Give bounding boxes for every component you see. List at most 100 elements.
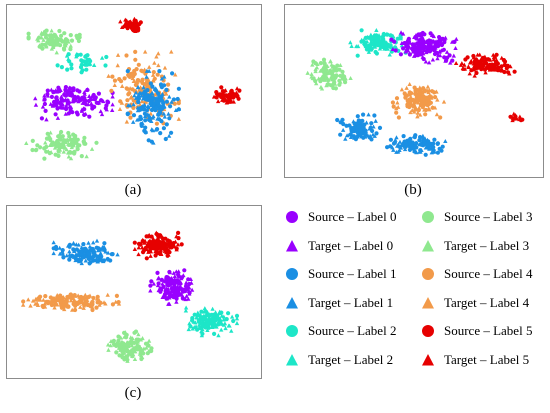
target-point-label-0 [84,102,89,107]
source-point-label-1 [351,134,356,139]
source-point-label-3 [321,73,326,79]
source-point-label-0 [155,270,160,275]
source-point-label-1 [341,121,346,127]
target-point-label-0 [148,288,153,293]
source-point-label-5 [502,69,507,75]
target-point-label-1 [83,258,88,263]
source-point-label-1 [176,86,181,91]
source-point-label-3 [42,156,47,161]
target-point-label-0 [110,102,115,107]
target-point-label-2 [205,327,210,332]
source-point-label-5 [147,249,152,254]
target-point-label-5 [510,118,515,123]
source-point-label-1 [354,129,359,134]
target-point-label-1 [144,68,150,73]
target-point-label-4 [156,63,161,68]
source-point-label-1 [136,94,141,99]
target-point-label-3 [44,39,49,44]
source-point-label-0 [447,53,452,58]
source-point-label-4 [405,98,410,103]
target-point-label-2 [361,37,366,42]
target-point-label-5 [499,55,504,60]
source-point-label-3 [318,79,323,84]
source-point-label-5 [499,64,504,69]
target-point-label-4 [406,103,411,108]
source-point-label-1 [74,247,79,252]
source-point-label-1 [437,146,442,151]
source-point-label-4 [394,96,400,101]
target-point-label-2 [222,321,228,326]
source-point-label-1 [401,134,406,139]
source-point-label-1 [148,101,153,106]
target-point-label-0 [177,291,183,296]
triangle-marker-icon [286,296,298,308]
source-point-label-0 [442,40,447,45]
target-point-label-3 [47,143,53,148]
source-point-label-3 [62,31,67,36]
target-point-label-2 [219,313,225,318]
source-point-label-3 [124,332,129,337]
source-point-label-4 [131,105,136,110]
target-point-label-3 [54,139,60,144]
source-point-label-2 [55,63,60,68]
target-point-label-1 [417,149,422,154]
target-point-label-0 [59,94,64,99]
target-point-label-1 [423,145,429,150]
target-point-label-3 [69,145,74,150]
target-point-label-4 [422,107,427,112]
target-point-label-0 [48,101,53,106]
source-point-label-4 [109,88,114,93]
legend-item: Target – Label 3 [421,235,529,257]
source-point-label-1 [125,111,130,116]
target-point-label-4 [35,303,41,308]
source-point-label-0 [68,106,73,111]
target-point-label-1 [89,246,94,251]
source-point-label-3 [313,78,318,84]
source-point-label-3 [26,35,31,40]
target-point-label-1 [137,91,142,96]
source-point-label-1 [88,260,93,265]
source-point-label-3 [50,42,55,47]
source-point-label-4 [64,297,69,302]
source-point-label-2 [192,312,197,317]
target-point-label-1 [402,147,408,152]
target-point-label-0 [172,292,177,297]
source-point-label-1 [406,140,411,145]
source-point-label-0 [55,89,61,94]
target-point-label-1 [151,114,156,119]
target-point-label-3 [106,347,111,352]
source-point-label-5 [141,250,146,255]
source-point-label-5 [144,256,149,261]
target-point-label-4 [105,292,110,297]
target-point-label-5 [233,93,238,98]
target-point-label-5 [462,66,468,71]
target-point-label-1 [135,85,141,90]
target-point-label-4 [33,296,39,301]
target-point-label-0 [63,111,68,116]
legend-label: Target – Label 3 [444,237,530,253]
source-point-label-0 [436,39,441,44]
source-point-label-2 [380,34,385,40]
target-point-label-4 [26,297,31,302]
source-point-label-1 [61,255,66,260]
source-point-label-2 [198,321,204,326]
source-point-label-0 [161,284,166,289]
source-point-label-4 [46,300,52,305]
target-point-label-0 [171,270,176,275]
source-point-label-0 [92,97,98,102]
source-point-label-0 [421,41,426,46]
target-point-label-4 [394,106,399,111]
source-point-label-1 [149,139,154,144]
circle-marker-icon [286,268,298,280]
source-point-label-4 [134,67,139,72]
source-point-label-3 [112,342,117,347]
target-point-label-5 [148,253,153,258]
source-point-label-2 [79,70,84,75]
target-point-label-2 [387,52,392,57]
target-point-label-1 [67,252,72,257]
source-point-label-4 [61,303,66,308]
source-point-label-4 [424,101,429,106]
target-point-label-3 [313,67,318,72]
target-point-label-2 [83,53,88,58]
target-point-label-0 [423,59,429,64]
